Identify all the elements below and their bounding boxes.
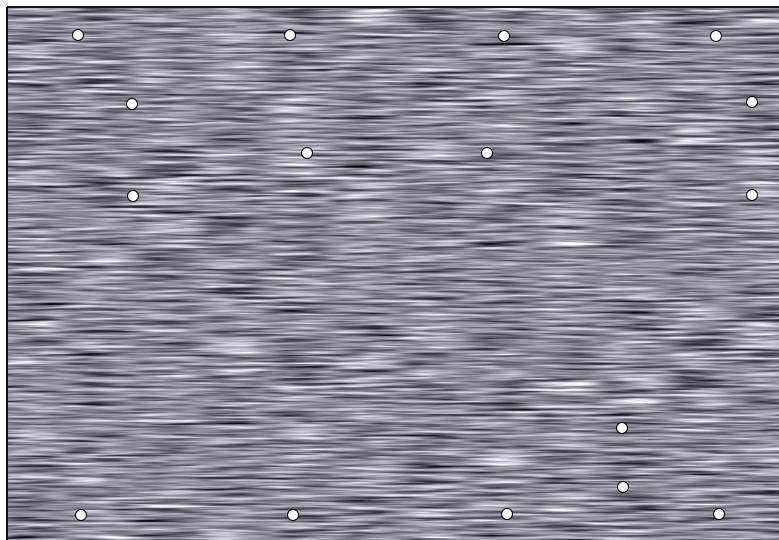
markers <box>72 29 758 521</box>
marker[interactable] <box>616 422 628 434</box>
marker[interactable] <box>127 190 139 202</box>
marker[interactable] <box>498 30 510 42</box>
marker[interactable] <box>501 508 513 520</box>
marker[interactable] <box>287 509 299 521</box>
marker[interactable] <box>617 481 629 493</box>
marker[interactable] <box>75 509 87 521</box>
marker[interactable] <box>301 147 313 159</box>
marker[interactable] <box>746 189 758 201</box>
marker[interactable] <box>746 96 758 108</box>
marker[interactable] <box>481 147 493 159</box>
marker[interactable] <box>710 30 722 42</box>
marker[interactable] <box>72 29 84 41</box>
marker[interactable] <box>284 29 296 41</box>
texture-image <box>7 7 779 540</box>
marker[interactable] <box>713 508 725 520</box>
marker[interactable] <box>126 98 138 110</box>
